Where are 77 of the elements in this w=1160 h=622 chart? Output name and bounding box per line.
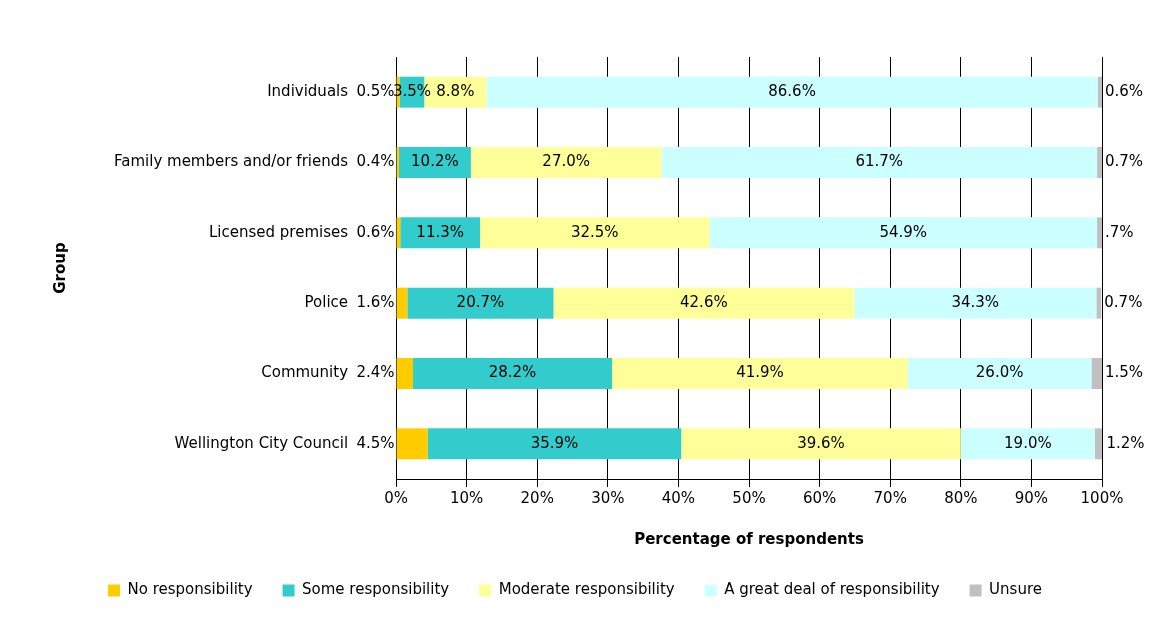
y-tick-label: Police [304, 293, 349, 312]
data-label: 10.2% [411, 152, 459, 171]
data-label: 20.7% [456, 293, 505, 312]
bar [400, 217, 481, 249]
data-label: 8.8% [436, 82, 475, 101]
x-tick-label: 50% [732, 488, 766, 507]
bar [427, 428, 682, 460]
data-label: 0.5% [356, 82, 395, 101]
x-tick-label: 10% [449, 488, 484, 507]
data-label: 0.7% [1105, 152, 1144, 171]
data-label: 26.0% [975, 363, 1024, 382]
x-tick-label: 20% [520, 488, 554, 507]
data-label: 1.6% [356, 293, 395, 312]
bar [681, 428, 961, 460]
bar [486, 76, 1098, 108]
bar [413, 358, 613, 389]
bar [396, 428, 428, 460]
x-tick-label: 30% [591, 488, 625, 507]
data-label: 19.0% [1004, 433, 1052, 452]
bar [396, 287, 408, 319]
data-label: 54.9% [879, 222, 928, 241]
data-label: 0.4% [356, 152, 395, 171]
bar [1097, 147, 1102, 178]
data-label: 1.5% [1105, 363, 1144, 382]
bar [1096, 287, 1102, 319]
y-tick-label: Community [261, 363, 349, 382]
bar [470, 147, 662, 178]
data-label: 1.2% [1106, 433, 1145, 452]
y-tick-label: Wellington City Council [174, 433, 349, 452]
x-tick-label: 80% [944, 488, 978, 507]
bar [407, 287, 554, 319]
bar [907, 358, 1092, 389]
data-label: 0.6% [1105, 82, 1144, 101]
bar [480, 217, 710, 249]
y-tick-label: Licensed premises [208, 222, 349, 241]
bar [396, 358, 413, 389]
data-label: 61.7% [855, 152, 904, 171]
x-tick-label: 70% [873, 488, 907, 507]
data-label: 34.3% [951, 293, 1000, 312]
bar [709, 217, 1098, 249]
x-tick-label: 60% [802, 488, 837, 507]
data-label: 27.0% [542, 152, 591, 171]
data-label: 28.2% [488, 363, 537, 382]
data-label: 41.9% [736, 363, 784, 382]
legend-label: A great deal of responsibility [724, 580, 940, 599]
bar [1097, 76, 1102, 108]
x-axis-title: Percentage of respondents [634, 529, 864, 548]
data-label: .7% [1105, 222, 1134, 241]
x-tick-label: 90% [1014, 488, 1049, 507]
data-label: 35.9% [530, 433, 579, 452]
bar [612, 358, 908, 389]
data-label: 2.4% [356, 363, 395, 382]
data-label: 32.5% [570, 222, 619, 241]
y-tick-label: Family members and/or friends [114, 152, 349, 171]
data-label: 0.7% [1104, 293, 1143, 312]
data-label: 4.5% [356, 433, 395, 452]
data-label: 39.6% [797, 433, 845, 452]
bar [854, 287, 1097, 319]
legend-label: Unsure [989, 580, 1042, 599]
legend-label: Moderate responsibility [498, 580, 675, 599]
bar [661, 147, 1098, 178]
data-label: 0.6% [356, 222, 395, 241]
y-tick-label: Individuals [267, 82, 349, 101]
x-tick-label: 100% [1080, 488, 1124, 507]
x-tick-label: 40% [661, 488, 696, 507]
x-tick-label: 0% [384, 488, 408, 507]
y-axis-title: Group [50, 242, 69, 294]
bar [1091, 358, 1102, 389]
bar [553, 287, 855, 319]
legend-label: No responsibility [127, 580, 253, 599]
bar [1097, 217, 1102, 249]
bar [960, 428, 1095, 460]
bar [1094, 428, 1102, 460]
data-label: 11.3% [416, 222, 465, 241]
legend-label: Some responsibility [302, 580, 450, 599]
data-label: 86.6% [768, 82, 816, 101]
data-label: 42.6% [680, 293, 728, 312]
